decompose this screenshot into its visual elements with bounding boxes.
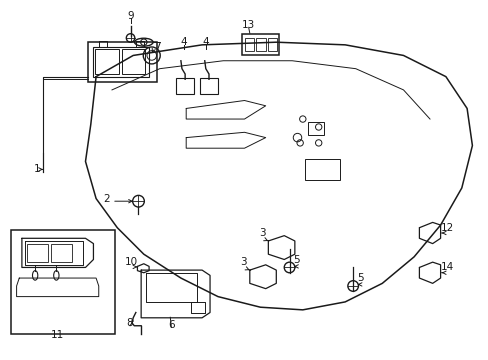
Bar — [95, 49, 119, 74]
Bar — [136, 41, 143, 48]
Text: 5: 5 — [292, 255, 299, 265]
Bar — [11, 230, 114, 334]
Text: 5: 5 — [356, 273, 363, 283]
Text: 14: 14 — [440, 262, 453, 273]
Text: 2: 2 — [103, 194, 110, 203]
Bar — [267, 38, 277, 51]
Bar — [93, 48, 149, 77]
Bar — [256, 38, 265, 51]
Text: 1: 1 — [33, 165, 40, 174]
Bar — [27, 244, 48, 262]
Bar — [99, 41, 106, 48]
Text: 13: 13 — [242, 20, 255, 30]
Text: 4: 4 — [180, 37, 186, 47]
Text: 7: 7 — [153, 42, 160, 53]
Text: 8: 8 — [126, 318, 133, 328]
Text: 6: 6 — [168, 320, 174, 330]
Bar — [51, 244, 72, 262]
Bar — [122, 49, 145, 74]
Bar — [242, 34, 278, 55]
Bar — [244, 38, 254, 51]
Bar — [305, 159, 339, 180]
Bar — [88, 42, 157, 82]
Text: 11: 11 — [51, 330, 64, 340]
Text: 12: 12 — [440, 223, 453, 233]
Text: 9: 9 — [127, 11, 134, 21]
Text: 4: 4 — [202, 37, 209, 47]
Text: 10: 10 — [125, 257, 138, 267]
Text: 3: 3 — [258, 228, 265, 238]
Text: 3: 3 — [240, 257, 246, 267]
Bar — [307, 122, 324, 135]
